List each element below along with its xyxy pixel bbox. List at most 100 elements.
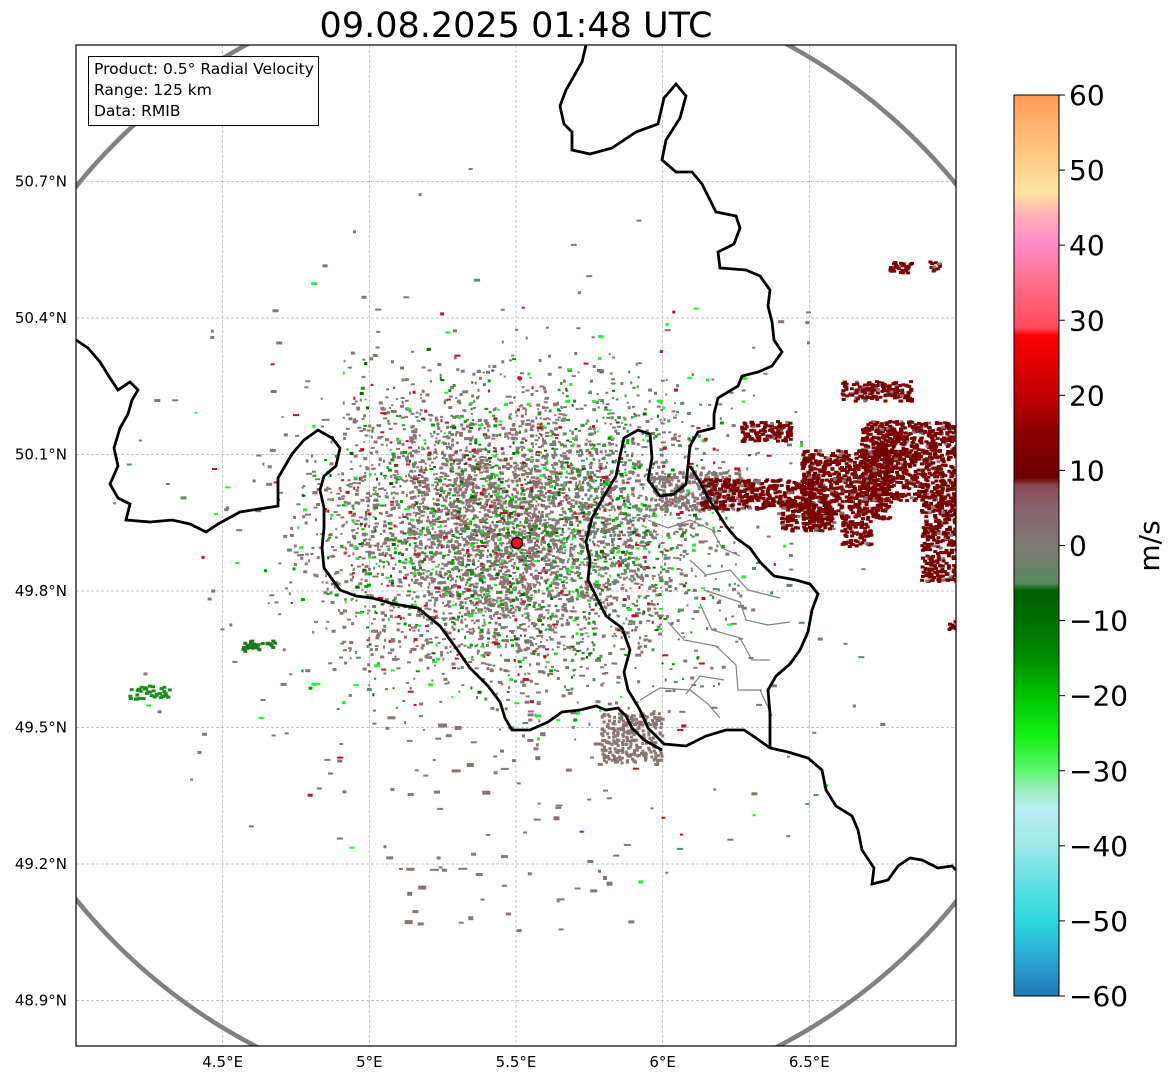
echo-pixel — [537, 527, 541, 530]
echo-pixel — [453, 535, 457, 538]
echo-pixel — [592, 427, 596, 431]
echo-pixel — [645, 507, 649, 511]
echo-pixel — [484, 447, 487, 451]
echo-pixel — [532, 605, 536, 609]
echo-pixel — [656, 533, 658, 536]
echo-pixel — [627, 706, 630, 710]
echo-pixel — [411, 503, 416, 507]
echo-pixel — [592, 566, 596, 569]
echo-pixel — [335, 528, 338, 531]
echo-pixel — [593, 508, 596, 512]
echo-pixel — [451, 616, 455, 619]
echo-pixel — [483, 532, 486, 534]
echo-pixel — [617, 507, 622, 511]
echo-pixel — [532, 583, 535, 587]
echo-pixel — [352, 568, 355, 571]
echo-pixel — [450, 385, 454, 389]
echo-pixel — [624, 552, 628, 556]
echo-pixel — [789, 568, 794, 571]
echo-pixel — [485, 480, 488, 483]
echo-pixel — [386, 492, 388, 495]
echo-pixel — [519, 550, 522, 554]
echo-pixel — [468, 463, 472, 467]
echo-pixel — [367, 567, 371, 571]
echo-pixel — [444, 525, 448, 528]
echo-pixel — [543, 486, 546, 489]
echo-pixel — [544, 449, 547, 452]
echo-pixel — [551, 447, 555, 450]
echo-pixel — [381, 573, 384, 576]
echo-pixel — [535, 451, 540, 453]
echo-pixel — [439, 533, 443, 536]
echo-pixel — [555, 572, 558, 576]
echo-pixel — [489, 669, 494, 673]
echo-pixel — [363, 474, 367, 478]
echo-pixel — [488, 457, 493, 459]
echo-pixel — [461, 628, 464, 631]
echo-pixel — [331, 498, 334, 501]
echo-pixel — [560, 475, 563, 478]
echo-pixel — [501, 609, 504, 612]
echo-pixel — [407, 573, 409, 576]
echo-pixel — [649, 567, 651, 569]
echo-pixel — [579, 592, 583, 596]
echo-pixel — [626, 401, 629, 404]
echo-pixel — [645, 420, 650, 423]
echo-pixel — [661, 568, 666, 571]
echo-pixel — [495, 591, 499, 594]
echo-pixel — [383, 459, 385, 463]
echo-pixel — [547, 553, 552, 556]
echo-pixel — [568, 481, 572, 484]
echo-pixel — [612, 596, 617, 600]
echo-pixel — [624, 506, 629, 508]
echo-pixel — [460, 620, 464, 624]
echo-pixel — [410, 558, 413, 562]
echo-pixel — [511, 549, 514, 553]
echo-pixel — [569, 532, 573, 535]
echo-pixel — [528, 500, 531, 504]
echo-pixel — [419, 572, 422, 576]
echo-pixel — [472, 478, 477, 481]
echo-pixel — [578, 534, 583, 537]
echo-pixel — [599, 483, 604, 486]
echo-pixel — [473, 545, 476, 548]
echo-pixel — [543, 519, 547, 522]
echo-pixel — [604, 572, 608, 575]
echo-pixel — [554, 414, 557, 417]
echo-pixel — [590, 608, 595, 611]
echo-pixel — [736, 584, 740, 587]
echo-pixel — [521, 552, 525, 556]
echo-pixel — [510, 644, 514, 648]
echo-pixel — [645, 496, 648, 500]
echo-pixel — [478, 464, 482, 467]
echo-pixel — [390, 581, 394, 585]
echo-pixel — [312, 474, 317, 477]
echo-pixel — [551, 464, 554, 466]
echo-pixel — [444, 592, 449, 594]
echo-pixel — [522, 623, 526, 626]
echo-pixel — [616, 425, 621, 428]
echo-pixel — [475, 483, 478, 486]
echo-pixel — [422, 471, 426, 474]
echo-pixel — [392, 687, 395, 690]
echo-pixel — [605, 522, 609, 526]
echo-pixel — [467, 429, 472, 433]
echo-pixel — [538, 433, 541, 435]
echo-pixel — [481, 563, 486, 567]
echo-pixel — [429, 524, 433, 527]
echo-pixel — [380, 583, 383, 586]
echo-pixel — [641, 578, 644, 582]
echo-pixel — [575, 518, 579, 522]
echo-pixel — [289, 581, 293, 584]
echo-pixel — [442, 595, 445, 598]
echo-pixel — [660, 379, 665, 382]
echo-pixel — [486, 488, 489, 491]
echo-pixel — [516, 513, 520, 517]
echo-pixel — [525, 336, 528, 340]
echo-pixel — [516, 566, 520, 570]
echo-pixel — [501, 542, 505, 545]
echo-pixel — [523, 501, 526, 504]
echo-pixel — [705, 378, 709, 382]
echo-pixel — [371, 468, 375, 471]
echo-pixel — [613, 461, 616, 464]
